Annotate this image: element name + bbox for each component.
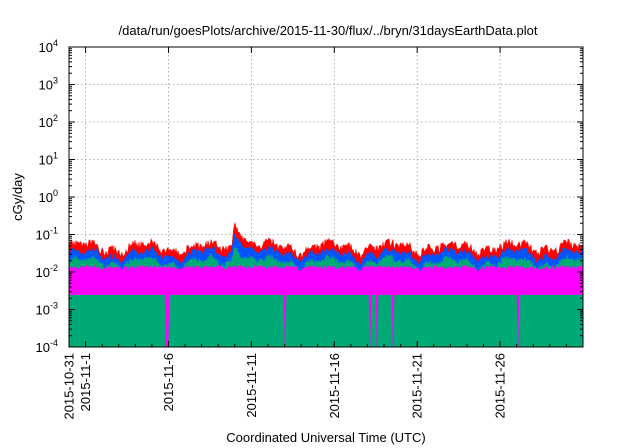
y-tick-label: 104 [39,38,58,55]
axis-ticks [68,46,583,348]
y-axis-label: cGy/day [10,173,25,221]
y-tick-label: 102 [39,113,58,130]
y-tick-labels: 10-4 10-3 10-2 10-1 100 101 102 103 104 [36,38,58,355]
data-series [68,222,584,348]
y-tick-label: 10-4 [36,338,58,355]
x-tick-label: 2015-11-6 [161,353,176,411]
y-tick-label: 10-2 [36,263,58,280]
x-tick-label: 2015-11-26 [493,353,508,419]
x-tick-label: 2015-11-1 [78,353,93,411]
x-tick-label: 2015-10-31 [62,353,77,420]
x-axis-label: Coordinated Universal Time (UTC) [226,430,425,445]
x-tick-label: 2015-11-16 [327,353,342,419]
series-green-area [68,247,584,348]
x-tick-labels: 2015-10-31 2015-11-1 2015-11-6 2015-11-11 20… [62,353,508,420]
x-tick-label: 2015-11-11 [244,353,259,418]
x-tick-label: 2015-11-21 [410,353,425,419]
chart-title: /data/run/goesPlots/archive/2015-11-30/f… [119,23,538,38]
y-tick-label: 103 [39,76,58,93]
y-tick-label: 100 [39,188,58,205]
y-tick-label: 10-1 [36,226,58,243]
y-tick-label: 10-3 [36,301,58,318]
y-tick-label: 101 [39,151,58,168]
